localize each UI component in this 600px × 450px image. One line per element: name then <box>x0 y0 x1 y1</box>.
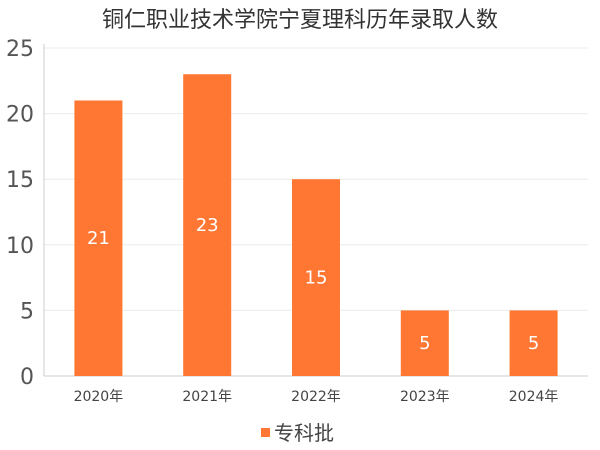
y-tick-label: 0 <box>20 365 34 390</box>
y-tick-label: 15 <box>6 168 34 193</box>
legend[interactable]: 专科批 <box>261 421 334 445</box>
bar-value-label: 5 <box>419 333 430 354</box>
bar[interactable] <box>74 100 123 376</box>
x-tick-labels: 2020年 2021年 2022年 2023年 2024年 <box>74 389 559 405</box>
bar[interactable] <box>400 310 449 376</box>
bar-value-label: 21 <box>87 228 110 249</box>
bar-value-label: 15 <box>305 268 328 289</box>
x-tick-label: 2022年 <box>291 389 341 405</box>
y-tick-label: 10 <box>6 234 34 259</box>
y-tick-label: 20 <box>6 103 34 128</box>
bars <box>74 74 558 377</box>
bar[interactable] <box>509 310 558 376</box>
legend-swatch <box>261 428 270 437</box>
bar-value-label: 23 <box>196 215 219 236</box>
bar-value-label: 5 <box>528 333 539 354</box>
legend-label: 专科批 <box>274 421 334 445</box>
x-tick-label: 2020年 <box>74 389 124 405</box>
y-tick-labels: 0 5 10 15 20 25 <box>6 37 34 390</box>
y-tick-label: 5 <box>20 299 34 324</box>
chart-title: 铜仁职业技术学院宁夏理科历年录取人数 <box>102 8 498 33</box>
x-tick-label: 2024年 <box>509 389 559 405</box>
x-tick-label: 2023年 <box>400 389 450 405</box>
bar[interactable] <box>183 74 232 377</box>
y-tick-label: 25 <box>6 37 34 62</box>
bar[interactable] <box>292 179 340 376</box>
data-labels: 21 23 15 5 5 <box>87 215 539 354</box>
x-tick-label: 2021年 <box>182 389 232 405</box>
